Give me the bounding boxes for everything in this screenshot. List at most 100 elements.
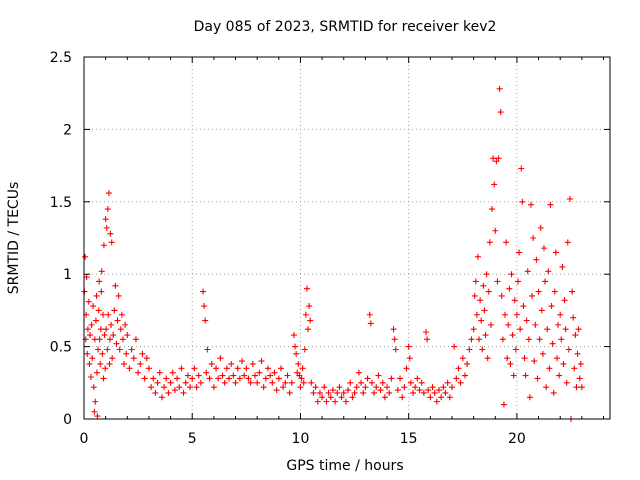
data-point (499, 336, 506, 343)
data-point (114, 317, 121, 324)
data-point (83, 274, 90, 281)
data-point (487, 321, 494, 328)
data-point (96, 278, 103, 285)
data-point (416, 387, 423, 394)
data-point (86, 360, 93, 367)
data-point (132, 336, 139, 343)
data-point (271, 369, 278, 376)
data-point (208, 360, 215, 367)
data-point (435, 387, 442, 394)
data-point (471, 292, 478, 299)
data-point (474, 253, 481, 260)
data-point (371, 389, 378, 396)
data-point (277, 365, 284, 372)
data-point (576, 375, 583, 382)
data-point (508, 271, 515, 278)
data-point (156, 369, 163, 376)
data-point (305, 326, 312, 333)
data-point (498, 292, 505, 299)
data-point (111, 307, 118, 314)
data-point (96, 336, 103, 343)
data-point (197, 379, 204, 386)
data-point (418, 379, 425, 386)
chart-title: Day 085 of 2023, SRMTID for receiver kev… (194, 19, 497, 35)
data-point (195, 372, 202, 379)
data-point (420, 389, 427, 396)
data-point (95, 307, 102, 314)
data-point (112, 282, 119, 289)
data-point (562, 326, 569, 333)
data-point (444, 379, 451, 386)
data-point (327, 394, 334, 401)
data-point (345, 387, 352, 394)
data-point (521, 355, 528, 362)
data-point (572, 332, 579, 339)
data-point (92, 398, 99, 405)
data-point (228, 360, 235, 367)
data-point (247, 379, 254, 386)
data-point (323, 398, 330, 405)
data-point (98, 268, 105, 275)
data-point (448, 384, 455, 391)
data-point (405, 343, 412, 350)
data-point (104, 206, 111, 213)
data-point (226, 375, 233, 382)
data-point (519, 198, 526, 205)
y-tick-label: 1.5 (50, 195, 72, 211)
data-point (97, 360, 104, 367)
data-point (84, 350, 91, 357)
data-point (494, 278, 501, 285)
y-tick-label: 1 (63, 267, 72, 283)
data-point (297, 384, 304, 391)
data-point (139, 350, 146, 357)
data-point (141, 375, 148, 382)
data-point (104, 346, 111, 353)
data-point (123, 350, 130, 357)
data-point (397, 375, 404, 382)
data-point (94, 413, 101, 420)
data-point (534, 375, 541, 382)
data-point (303, 285, 310, 292)
data-point (543, 384, 550, 391)
x-tick-label: 5 (188, 431, 197, 447)
data-point (570, 314, 577, 321)
data-point (545, 268, 552, 275)
data-point (362, 384, 369, 391)
data-point (258, 358, 265, 365)
data-point (203, 369, 210, 376)
data-point (89, 355, 96, 362)
data-point (90, 303, 97, 310)
data-point (492, 227, 499, 234)
data-point (262, 375, 269, 382)
data-point (515, 278, 522, 285)
data-point (87, 332, 94, 339)
data-point (321, 384, 328, 391)
data-point (84, 326, 91, 333)
data-point (288, 379, 295, 386)
data-point (103, 224, 110, 231)
data-point (455, 365, 462, 372)
data-point (280, 384, 287, 391)
data-point (338, 394, 345, 401)
data-point (476, 336, 483, 343)
data-point (245, 375, 252, 382)
data-point (366, 311, 373, 318)
x-tick-label: 20 (508, 431, 526, 447)
data-point (525, 336, 532, 343)
data-point (176, 384, 183, 391)
data-point (124, 332, 131, 339)
data-point (312, 384, 319, 391)
data-point (477, 297, 484, 304)
data-point (526, 394, 533, 401)
data-point (85, 298, 92, 305)
data-point (307, 317, 314, 324)
data-point (126, 365, 133, 372)
gridlines (84, 57, 610, 419)
data-point (394, 387, 401, 394)
data-point (438, 394, 445, 401)
data-point (453, 375, 460, 382)
data-point (178, 365, 185, 372)
data-point (145, 365, 152, 372)
data-point (103, 326, 110, 333)
data-point (100, 242, 107, 249)
